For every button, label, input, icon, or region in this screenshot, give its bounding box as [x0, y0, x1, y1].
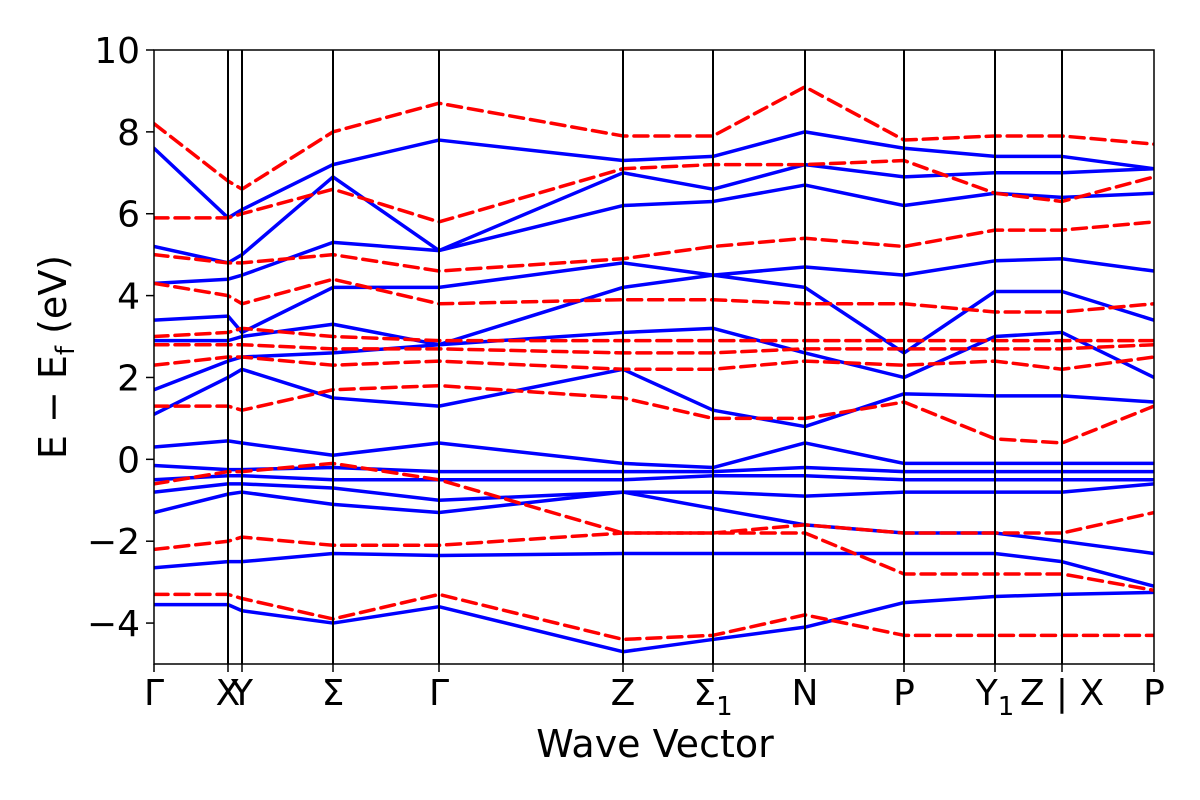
plot-area [154, 50, 1154, 664]
spin-down-band-5 [154, 355, 1154, 372]
y-tick-label: −2 [87, 522, 140, 563]
x-tick-label-p-2: P [1143, 673, 1165, 714]
x-tick-label-gamma-2: Γ [429, 673, 449, 714]
x-tick-label-x: X [216, 673, 241, 714]
spin-down-band-8 [154, 277, 1154, 314]
x-tick-label-p: P [893, 673, 915, 714]
x-tick-label-y: Y [230, 673, 254, 714]
spin-down-band-7 [154, 326, 1154, 343]
spin-down-band-4 [154, 383, 1154, 445]
high-symmetry-lines [227, 50, 1063, 664]
spin-down-band-9 [154, 220, 1154, 273]
spin-up-band-8 [154, 367, 1154, 429]
spin-down-band-6 [154, 342, 1154, 355]
y-axis-ticks: −4 −2 0 2 4 6 8 10 [87, 31, 154, 645]
x-tick-label-sigma: Σ [322, 673, 345, 714]
spin-down-band-10 [154, 158, 1154, 224]
y-axis-title: E − Ef (eV) [31, 255, 81, 459]
y-tick-label: 6 [117, 195, 140, 236]
x-tick-label-sigma1: Σ1 [693, 673, 732, 722]
y-tick-label: 4 [117, 277, 140, 318]
x-tick-label-y1: Y1 [975, 673, 1015, 722]
spin-up-band-5 [154, 473, 1154, 482]
y-tick-label: 8 [117, 113, 140, 154]
x-axis-title: Wave Vector [536, 722, 774, 766]
spin-down-band-11 [154, 85, 1154, 191]
x-tick-label-n: N [792, 673, 819, 714]
spin-up-band-7 [154, 439, 1154, 470]
spin-up-band-13 [154, 162, 1154, 265]
spin-up-band-4 [154, 482, 1154, 503]
y-tick-label: 10 [94, 31, 140, 72]
spin-down-band-1 [154, 592, 1154, 642]
spin-up-band-10 [154, 273, 1154, 355]
bands-layer [154, 85, 1154, 654]
y-tick-label: 2 [117, 358, 140, 399]
x-tick-label-z-2: Z | X [1020, 673, 1104, 714]
spin-up-band-6 [154, 463, 1154, 474]
spin-up-band-2 [154, 551, 1154, 588]
spin-up-band-1 [154, 590, 1154, 654]
spin-up-band-14 [154, 130, 1154, 220]
y-tick-label: 0 [117, 440, 140, 481]
spin-down-band-3 [154, 461, 1154, 535]
x-axis-ticks: Γ XY Σ Γ Z Σ1 N P Y1 Z | X P [144, 664, 1165, 722]
x-tick-label-gamma-1: Γ [144, 673, 164, 714]
y-tick-label: −4 [87, 604, 140, 645]
x-tick-label-z: Z [611, 673, 636, 714]
plot-frame [153, 49, 1155, 665]
